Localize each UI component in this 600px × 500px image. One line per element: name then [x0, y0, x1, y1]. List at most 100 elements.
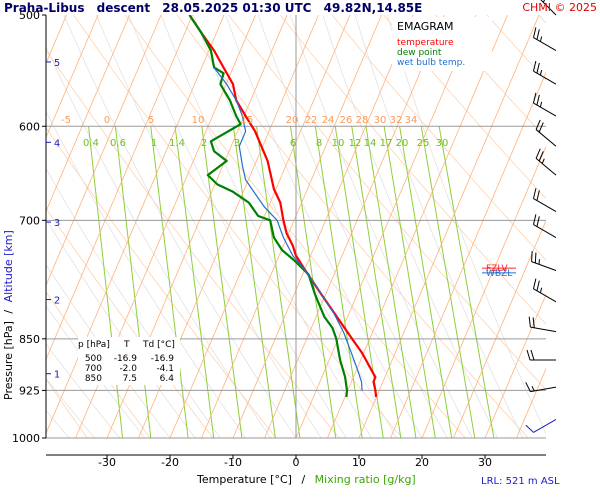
mixing-ratio-label: 10 — [332, 138, 345, 149]
moist-adiabat — [290, 15, 473, 438]
mixing-ratio-label: 14 — [364, 138, 377, 149]
mixing-ratio-label: 6 — [290, 138, 296, 149]
table-cell: 700 — [85, 364, 102, 374]
x-tick-label: 30 — [478, 456, 492, 469]
legend-dewpoint: dew point — [397, 48, 442, 58]
wind-barb — [540, 0, 557, 16]
mixing-ratio-label: 30 — [436, 138, 449, 149]
wind-barb-feather — [542, 0, 546, 3]
sounding-datetime: 28.05.2025 01:30 UTC — [162, 1, 311, 15]
moist-adiabat — [193, 15, 398, 438]
isotherm-line — [484, 293, 546, 438]
mixing-ratio-label: 8 — [316, 138, 322, 149]
table-header-t: T — [123, 340, 130, 350]
dry-adiabat — [383, 15, 546, 200]
wind-barb — [532, 92, 557, 117]
wind-barb-half-feather — [539, 36, 543, 42]
isotherm-line — [453, 219, 546, 438]
profile-series — [188, 15, 378, 398]
mixing-ratio-label: 0.6 — [110, 138, 126, 149]
dry-adiabat — [73, 15, 403, 438]
x-axis-title: Temperature [°C] / Mixing ratio [g/kg] — [196, 473, 416, 486]
isotherm-label: 26 — [340, 115, 353, 126]
grid — [46, 15, 546, 439]
mixing-ratio-line — [438, 126, 495, 438]
isotherm-line — [327, 15, 508, 438]
isotherm-line — [46, 15, 225, 435]
x-axis-separator: / — [301, 473, 305, 486]
wind-barb-feather — [536, 190, 540, 201]
wind-barb-half-feather — [539, 101, 543, 108]
wind-barb-staff — [533, 37, 557, 51]
wind-barb — [532, 214, 557, 238]
mixing-ratio-label: 25 — [417, 138, 430, 149]
wind-barb-staff — [533, 224, 557, 238]
pressure-tick-label: 500 — [19, 9, 40, 22]
mixing-ratio-label: 20 — [396, 138, 409, 149]
mixing-ratio-label: 17 — [380, 138, 393, 149]
station-name: Praha-Libus — [4, 1, 84, 15]
wind-barb-feather — [536, 280, 540, 291]
isotherm-line — [390, 71, 546, 438]
guide-lines — [46, 15, 546, 438]
moist-adiabat — [46, 343, 120, 438]
moist-adiabat — [63, 15, 297, 438]
pressure-tick-label: 925 — [19, 384, 40, 397]
mixing-ratio-label: 2 — [201, 138, 207, 149]
legend-wetbulb: wet bulb temp. — [397, 58, 465, 68]
table-box — [78, 337, 180, 385]
table-header-td: Td [°C] — [142, 340, 175, 350]
moist-adiabat — [46, 110, 246, 438]
wind-barb-staff — [533, 70, 557, 85]
pressure-tick-label: 1000 — [12, 432, 40, 445]
wind-barb — [535, 148, 557, 176]
wind-barb — [532, 60, 557, 85]
mixing-ratio-line — [383, 126, 436, 438]
credit-label: CHMI © 2025 — [522, 1, 597, 14]
wind-barb-feather — [530, 349, 535, 361]
isotherm-line — [295, 15, 477, 438]
x-tick-label: -30 — [98, 456, 116, 469]
isotherm-line — [421, 145, 546, 438]
isotherm-line — [46, 15, 162, 287]
table-cell: 500 — [85, 354, 102, 364]
moist-adiabat — [160, 15, 372, 438]
isotherm-label: 22 — [305, 115, 318, 126]
x-tick-label: 20 — [415, 456, 429, 469]
wind-barb-staff — [533, 418, 557, 433]
wind-barb-feather — [538, 122, 544, 133]
data-table: p [hPa] T Td [°C] 500 -16.9 -16.9 700 -2… — [78, 340, 175, 384]
dry-adiabat — [538, 15, 546, 24]
x-axis-mixing-label: Mixing ratio [g/kg] — [315, 473, 416, 486]
isotherm-line — [46, 15, 193, 361]
isotherm-label: 30 — [374, 115, 387, 126]
wind-barb-feather — [536, 94, 540, 106]
isotherm-label: 0 — [104, 115, 110, 126]
lrl-label: LRL: 521 m ASL — [481, 476, 560, 487]
series-dew-point — [188, 15, 349, 398]
table-cell: -2.0 — [119, 364, 137, 374]
wind-barb-staff — [531, 261, 557, 271]
x-axis-temp-label: Temperature [°C] — [196, 473, 292, 486]
legend-temperature: temperature — [397, 38, 454, 48]
pressure-tick-label: 700 — [19, 214, 40, 227]
altitude-tick-label: 1 — [54, 370, 60, 381]
dry-adiabat — [46, 127, 277, 438]
series-wet-bulb-temp — [213, 67, 363, 391]
wind-barb-feather — [536, 216, 540, 227]
mixing-ratio-line — [88, 126, 124, 438]
wind-barb — [535, 119, 557, 147]
wind-barb-feather — [532, 92, 537, 104]
chart-title: Praha-Libus descent 28.05.2025 01:30 UTC… — [4, 1, 422, 15]
wind-barb-feather — [532, 317, 535, 328]
y-axis-title: Pressure [hPa] / Altitude [km] — [2, 230, 15, 400]
moist-adiabat — [322, 15, 498, 438]
dry-adiabat — [279, 15, 546, 325]
mixing-ratio-line — [114, 126, 152, 438]
table-header-p: p [hPa] — [78, 340, 110, 350]
wind-barb — [525, 418, 557, 433]
mixing-ratio-label: 1.4 — [169, 138, 185, 149]
isotherm-label: -5 — [61, 115, 71, 126]
